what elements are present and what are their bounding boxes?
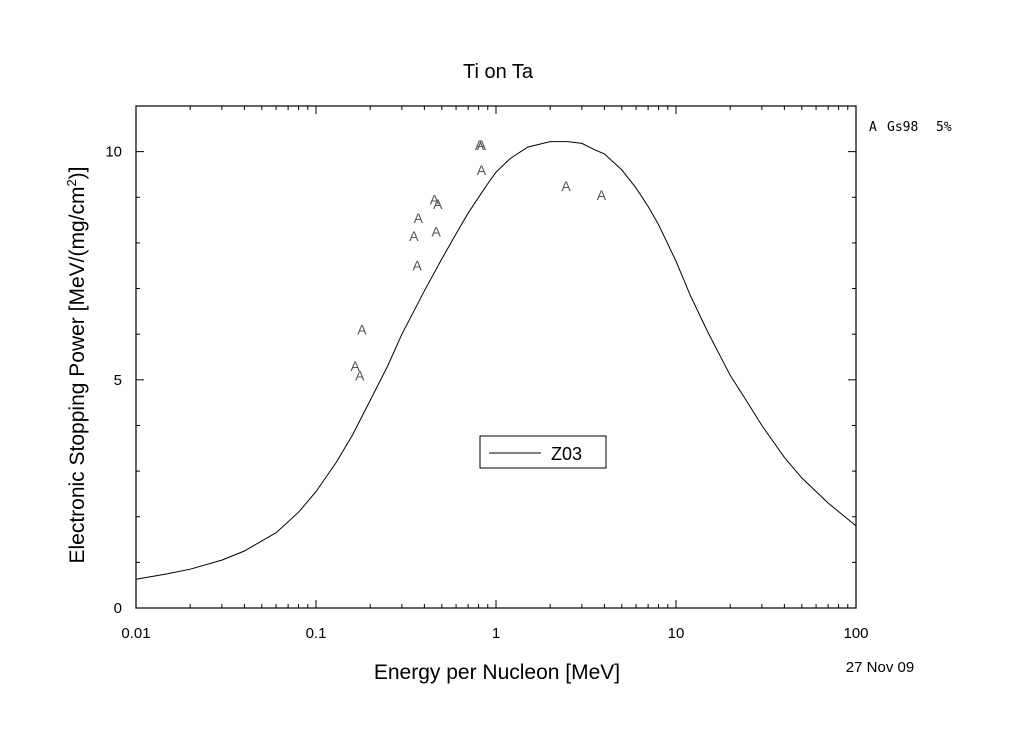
data-point-marker: A xyxy=(430,192,440,208)
y-axis-label-sup: 2 xyxy=(64,179,79,186)
data-point-marker: A xyxy=(355,367,365,383)
y-tick-label: 10 xyxy=(105,144,122,161)
side-legend: A Gs98 5% xyxy=(869,120,952,135)
chart-date: 27 Nov 09 xyxy=(846,659,914,676)
side-legend-marker: A xyxy=(869,120,877,135)
data-point-marker: A xyxy=(561,178,571,194)
y-tick-label: 0 xyxy=(114,600,122,617)
y-tick-label: 5 xyxy=(114,372,122,389)
axis-ticks xyxy=(135,105,857,609)
legend-box xyxy=(479,435,607,469)
side-legend-label: Gs98 xyxy=(887,120,918,135)
y-axis-label: Electronic Stopping Power [MeV/(mg/cm2)] xyxy=(64,166,89,563)
data-point-marker: A xyxy=(409,228,419,244)
data-point-marker: A xyxy=(414,210,424,226)
data-point-marker: A xyxy=(477,137,487,153)
plot-frame xyxy=(135,105,857,609)
data-point-marker: A xyxy=(413,258,423,274)
x-axis-label: Energy per Nucleon [MeV] xyxy=(374,661,620,684)
y-tick-labels: 0 5 10 xyxy=(105,144,122,617)
data-point-marker: A xyxy=(477,162,487,178)
x-tick-labels: 0.01 0.1 1 10 100 xyxy=(121,625,868,642)
z03-curve xyxy=(135,141,857,580)
x-tick-label: 10 xyxy=(668,625,685,642)
y-axis-label-main: Electronic Stopping Power [MeV/(mg/cm xyxy=(66,187,89,564)
data-point-marker: A xyxy=(431,224,441,240)
data-point-marker: A xyxy=(357,322,367,338)
chart-title: Ti on Ta xyxy=(463,61,534,83)
legend-label-z03: Z03 xyxy=(551,444,582,464)
side-legend-uncertainty: 5% xyxy=(936,120,952,135)
y-axis-label-end: )] xyxy=(66,166,89,179)
data-point-marker: A xyxy=(433,196,443,212)
legend: Z03 xyxy=(479,435,607,469)
x-tick-label: 1 xyxy=(492,625,500,642)
data-point-marker: A xyxy=(350,358,360,374)
x-tick-label: 100 xyxy=(843,625,868,642)
data-point-marker: A xyxy=(475,137,485,153)
data-point-marker: A xyxy=(597,187,607,203)
x-tick-label: 0.1 xyxy=(306,625,327,642)
x-tick-label: 0.01 xyxy=(121,625,150,642)
